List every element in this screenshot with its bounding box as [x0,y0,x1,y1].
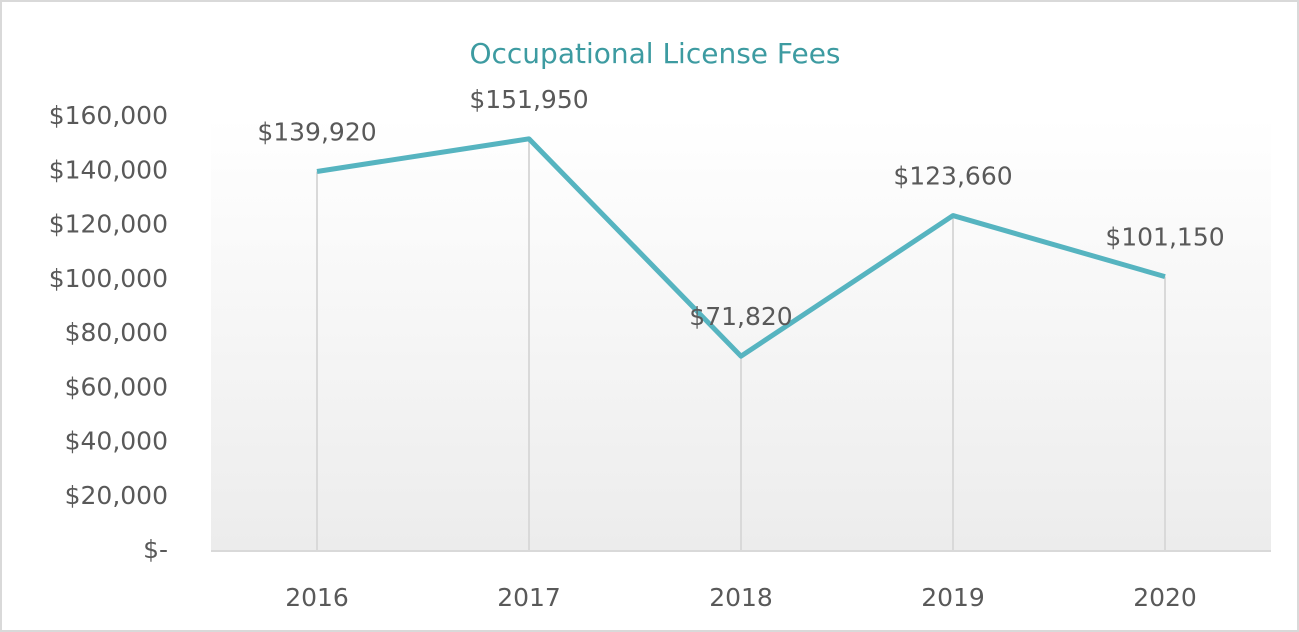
y-tick-label: $160,000 [49,101,168,130]
x-tick-label: 2019 [921,583,985,612]
data-label: $71,820 [689,302,792,331]
data-label: $101,150 [1105,223,1224,252]
data-label: $151,950 [469,85,588,114]
y-tick-label: $20,000 [65,481,168,510]
data-label: $123,660 [893,162,1012,191]
y-tick-label: $100,000 [49,264,168,293]
x-tick-label: 2020 [1133,583,1197,612]
y-tick-label: $- [143,535,168,564]
x-tick-label: 2018 [709,583,773,612]
chart-title: Occupational License Fees [469,37,840,70]
data-label: $139,920 [257,117,376,146]
line-series [316,136,1166,359]
y-tick-label: $120,000 [49,210,168,239]
y-tick-label: $60,000 [65,372,168,401]
y-tick-label: $140,000 [49,155,168,184]
y-tick-label: $40,000 [65,427,168,456]
y-tick-label: $80,000 [65,318,168,347]
x-tick-label: 2016 [285,583,349,612]
x-tick-label: 2017 [497,583,561,612]
